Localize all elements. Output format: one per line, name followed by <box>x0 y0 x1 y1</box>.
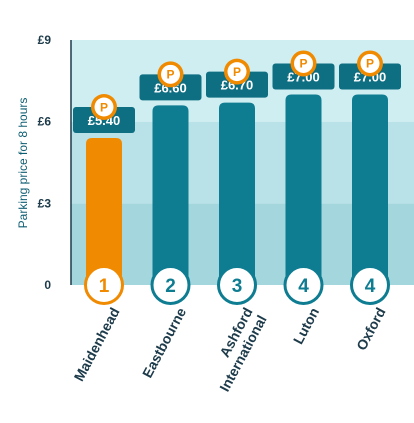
rank-number: 1 <box>99 276 110 297</box>
parking-icon-face <box>360 53 380 73</box>
category-label-line: Maidenhead <box>71 305 123 384</box>
parking-icon: P <box>366 57 374 71</box>
rank-badge <box>283 265 324 305</box>
category-labels: Maidenhead Eastbourne AshfordInternational… <box>71 305 389 394</box>
category-label-line: Luton <box>290 305 322 347</box>
rank-number: 4 <box>365 276 376 297</box>
rank-badges: 1 2 3 4 4 <box>84 265 390 305</box>
rank-badge <box>217 265 257 305</box>
bar <box>219 102 255 285</box>
y-axis-label: Parking price for 8 hours <box>16 98 30 229</box>
bar <box>352 94 388 285</box>
parking-icon-face <box>227 62 247 82</box>
value-labels: £5.40P£6.60P£6.70P £7.00P£7.00P <box>73 50 401 133</box>
y-axis-ticks: 0 £3 £6 £9 <box>38 33 52 292</box>
parking-icon: P <box>100 100 108 114</box>
parking-icon: P <box>166 68 174 82</box>
rank-badge <box>150 265 191 305</box>
rank-number: 4 <box>298 276 309 297</box>
y-tick-label: 0 <box>44 278 51 292</box>
category-label: Eastbourne <box>139 305 189 381</box>
bar <box>152 105 189 285</box>
category-label: Oxford <box>353 305 389 353</box>
rank-number: 3 <box>232 276 243 297</box>
category-label-line: Oxford <box>353 305 389 353</box>
parking-icon-face <box>294 53 313 73</box>
rank-badge <box>350 265 390 305</box>
y-tick-label: £3 <box>38 196 52 210</box>
bar <box>86 138 122 285</box>
bar <box>285 94 322 285</box>
parking-icon: P <box>299 57 307 71</box>
y-tick-label: £6 <box>38 115 52 129</box>
rank-badge <box>84 265 124 305</box>
category-label-line: Eastbourne <box>139 305 189 381</box>
y-tick-label: £9 <box>38 33 52 47</box>
category-label: Maidenhead <box>71 305 123 384</box>
rank-number: 2 <box>165 276 176 297</box>
parking-icon: P <box>233 65 241 79</box>
bars <box>86 94 388 285</box>
category-label: Luton <box>290 305 322 347</box>
parking-icon-face <box>94 97 114 117</box>
parking-icon-face <box>161 64 180 84</box>
